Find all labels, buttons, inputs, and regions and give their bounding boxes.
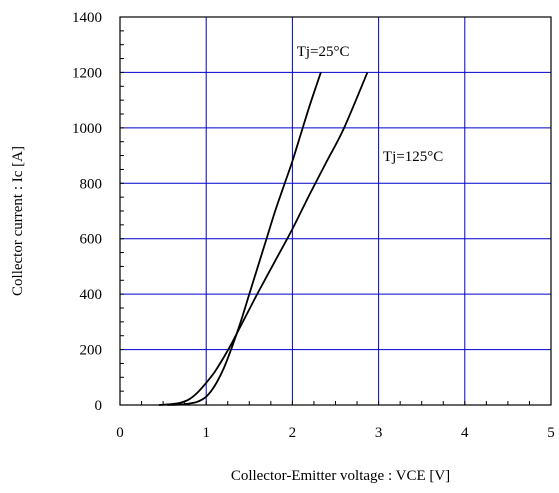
y-tick-label: 0 [95, 398, 103, 414]
y-tick-label: 1200 [72, 65, 102, 81]
x-axis-title: Collector-Emitter voltage : VCE [V] [231, 468, 450, 484]
curves [158, 72, 369, 406]
series-line-tj-125 [158, 72, 369, 406]
y-tick-label: 200 [80, 343, 103, 359]
annotations: Tj=25°C Tj=125°C [297, 44, 443, 165]
y-tick-labels: 0 200 400 600 800 1000 1200 1400 [72, 10, 102, 414]
grid [120, 17, 551, 405]
x-tick-label: 1 [202, 425, 210, 441]
y-tick-label: 600 [80, 232, 103, 248]
y-axis-title: Collector current : Ic [A] [10, 146, 26, 296]
y-tick-label: 1400 [72, 10, 102, 26]
annotation-tj-25: Tj=25°C [297, 44, 350, 60]
plot-frame [119, 16, 552, 406]
tick-marks [119, 16, 552, 406]
x-tick-label: 3 [375, 425, 383, 441]
y-tick-label: 800 [80, 176, 103, 192]
y-tick-label: 1000 [72, 121, 102, 137]
annotation-tj-125: Tj=125°C [383, 149, 443, 165]
x-tick-label: 2 [289, 425, 297, 441]
x-tick-labels: 0 1 2 3 4 5 [116, 425, 555, 441]
x-tick-label: 4 [461, 425, 469, 441]
x-tick-label: 5 [547, 425, 555, 441]
x-tick-label: 0 [116, 425, 124, 441]
y-tick-label: 400 [80, 287, 103, 303]
series-line-tj-25 [167, 72, 322, 406]
